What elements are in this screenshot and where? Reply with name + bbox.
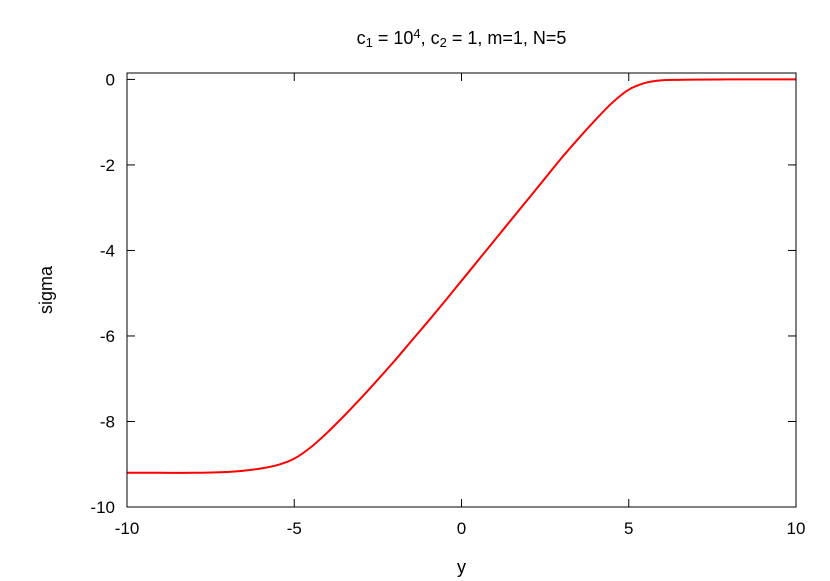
- y-tick-label: -2: [100, 156, 115, 175]
- chart-title: c1 = 104, c2 = 1, m=1, N=5: [357, 26, 567, 50]
- title-part: = 1, m=1, N=5: [447, 28, 567, 48]
- x-tick-label: 10: [787, 519, 806, 538]
- series-layer: [126, 78, 796, 474]
- title-part: 2: [440, 35, 447, 50]
- x-tick-label: 5: [624, 519, 633, 538]
- y-tick-label: -10: [90, 498, 115, 517]
- title-part: 4: [413, 26, 420, 41]
- title-part: 1: [366, 35, 373, 50]
- y-tick-label: -8: [100, 412, 115, 431]
- title-part: c: [357, 28, 366, 48]
- series-line: [126, 78, 796, 474]
- x-axis-ticks: -10 -5 0 5 10: [115, 73, 806, 538]
- x-axis-label: y: [457, 557, 466, 577]
- y-axis-label: sigma: [36, 265, 56, 314]
- y-tick-label: 0: [106, 70, 115, 89]
- x-tick-label: -10: [115, 519, 140, 538]
- plot-frame: [126, 72, 797, 508]
- x-tick-label: 0: [457, 519, 466, 538]
- title-part: = 10: [373, 28, 414, 48]
- y-axis-ticks: -10 -8 -6 -4 -2 0: [90, 70, 796, 517]
- title-part: , c: [421, 28, 440, 48]
- y-tick-label: -6: [100, 327, 115, 346]
- x-tick-label: -5: [287, 519, 302, 538]
- y-tick-label: -4: [100, 241, 115, 260]
